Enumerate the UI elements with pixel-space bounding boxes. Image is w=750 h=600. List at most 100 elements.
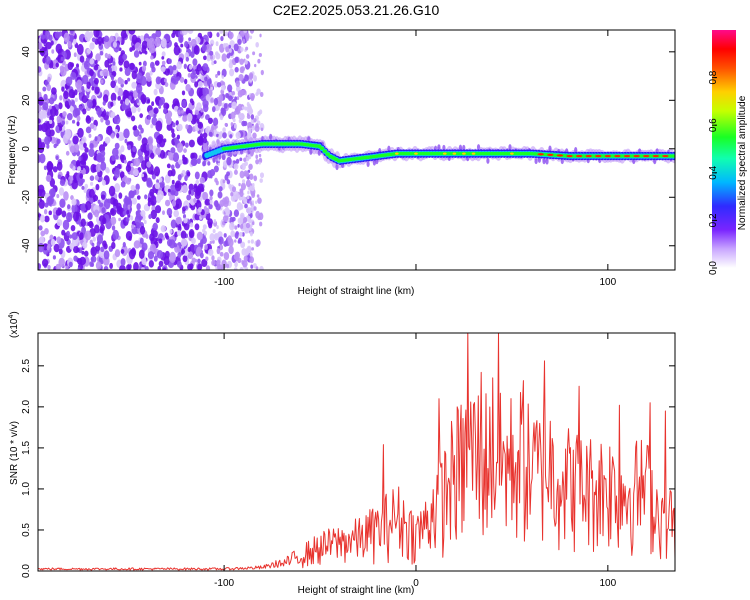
noise-dot	[139, 75, 147, 86]
noise-dot	[184, 205, 188, 210]
noise-dot	[164, 174, 171, 184]
noise-dot	[229, 68, 235, 77]
noise-dot	[188, 139, 195, 148]
noise-dot	[105, 119, 111, 126]
noise-dot	[155, 217, 160, 224]
noise-dot	[239, 89, 244, 96]
noise-dot	[70, 71, 77, 80]
noise-dot	[196, 87, 203, 98]
snr-x-tick-label: -100	[214, 578, 234, 589]
noise-dot	[226, 156, 232, 166]
noise-dot	[239, 170, 245, 179]
noise-dot	[222, 215, 229, 223]
noise-dot	[161, 56, 165, 60]
signal-band-core	[319, 146, 325, 151]
noise-dot	[59, 198, 66, 209]
noise-dot	[103, 266, 109, 270]
noise-dot	[95, 53, 101, 62]
noise-dot	[38, 199, 45, 209]
noise-dot	[260, 69, 264, 76]
noise-dot	[65, 150, 70, 156]
noise-dot	[83, 142, 87, 149]
noise-dot	[85, 201, 92, 211]
noise-dot	[150, 209, 158, 220]
noise-dot	[135, 84, 143, 94]
noise-dot	[217, 263, 223, 270]
signal-peak	[442, 152, 447, 155]
noise-dot	[153, 255, 158, 262]
noise-dot	[202, 224, 207, 230]
noise-dot	[244, 106, 248, 111]
noise-dot	[175, 120, 179, 126]
noise-dot	[212, 229, 216, 234]
noise-dot	[244, 203, 248, 209]
noise-dot	[123, 128, 130, 139]
noise-dot	[45, 174, 52, 182]
noise-dot	[38, 263, 42, 270]
noise-dot	[197, 258, 201, 264]
noise-dot	[238, 182, 241, 187]
noise-dot	[187, 251, 194, 260]
noise-dot	[216, 32, 220, 38]
noise-dot	[177, 251, 182, 259]
noise-dot	[233, 209, 240, 218]
snr-x-ticks: -100 0 100	[214, 333, 617, 589]
noise-dot	[199, 252, 204, 259]
noise-dot	[158, 260, 164, 267]
noise-dot	[140, 144, 147, 153]
noise-dot	[141, 266, 145, 270]
noise-dot	[58, 248, 63, 255]
noise-dot	[258, 153, 262, 158]
signal-halo-dot	[542, 158, 546, 165]
noise-dot	[40, 230, 46, 237]
noise-dot	[193, 45, 200, 55]
signal-halo-dot	[203, 160, 207, 167]
noise-dot	[78, 105, 83, 111]
noise-dot	[120, 145, 125, 153]
noise-dot	[134, 42, 142, 51]
noise-dot	[164, 199, 171, 207]
noise-dot	[242, 222, 248, 230]
noise-dot	[237, 240, 241, 244]
noise-dot	[243, 30, 248, 33]
noise-dot	[72, 38, 77, 45]
noise-dot	[99, 50, 104, 56]
noise-dot	[259, 265, 264, 270]
noise-dot	[190, 38, 197, 47]
noise-dot	[218, 134, 222, 140]
noise-dot	[139, 237, 144, 245]
noise-dot	[219, 251, 224, 257]
noise-dot	[207, 248, 214, 256]
noise-dot	[114, 142, 120, 150]
noise-dot	[69, 234, 73, 239]
spectrogram-panel: -100 100 -40 -20 0 20 40 Height of straight l…	[7, 29, 676, 297]
noise-dot	[130, 162, 134, 168]
noise-dot	[122, 53, 128, 61]
colorbar: 0.0 0.2 0.4 0.6 0.8 Normalized spectral ampl…	[708, 30, 748, 275]
noise-dot	[73, 89, 78, 96]
noise-dot	[118, 192, 123, 199]
noise-dot	[109, 197, 116, 205]
noise-dot	[181, 249, 186, 255]
noise-dot	[157, 190, 164, 201]
noise-dot	[107, 53, 111, 59]
noise-dot	[247, 190, 250, 195]
noise-dot	[104, 213, 108, 219]
noise-dot	[217, 162, 220, 167]
noise-dot	[89, 58, 95, 65]
noise-dot	[154, 60, 160, 66]
noise-dot	[120, 248, 125, 254]
noise-dot	[80, 203, 87, 212]
noise-dot	[87, 222, 91, 227]
noise-dot	[165, 116, 172, 125]
noise-dot	[176, 61, 182, 70]
noise-dot	[253, 206, 257, 211]
noise-dot	[44, 46, 48, 51]
noise-dot	[88, 188, 95, 199]
noise-dot	[150, 170, 155, 176]
noise-dot	[206, 78, 212, 86]
noise-dot	[61, 120, 66, 126]
noise-dot	[130, 115, 136, 122]
noise-dot	[87, 212, 93, 221]
noise-dot	[161, 60, 166, 66]
